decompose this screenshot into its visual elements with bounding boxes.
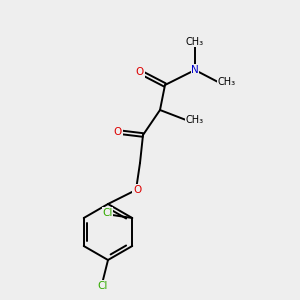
Text: CH₃: CH₃	[186, 37, 204, 47]
Text: O: O	[136, 67, 144, 77]
Text: O: O	[133, 185, 141, 195]
Text: CH₃: CH₃	[186, 115, 204, 125]
Text: Cl: Cl	[98, 281, 108, 291]
Text: O: O	[114, 127, 122, 137]
Text: Cl: Cl	[102, 208, 112, 218]
Text: N: N	[191, 65, 199, 75]
Text: CH₃: CH₃	[218, 77, 236, 87]
